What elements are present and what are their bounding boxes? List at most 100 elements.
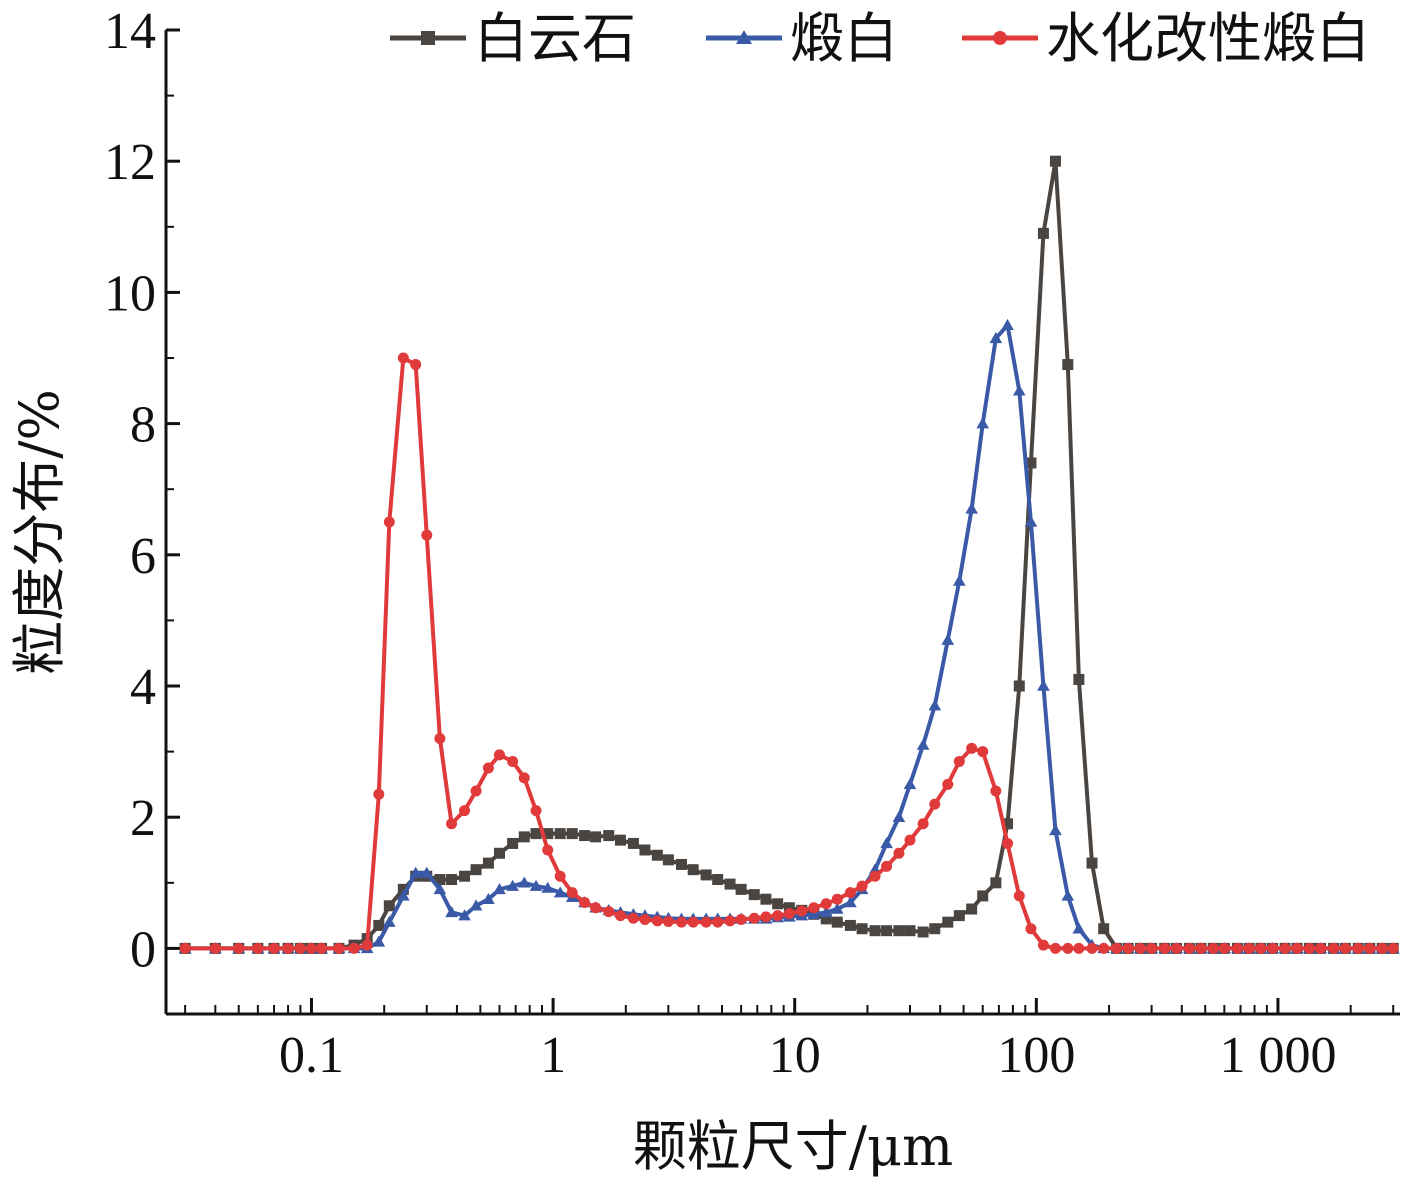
data-point xyxy=(844,896,857,908)
data-point xyxy=(1037,227,1049,239)
data-point xyxy=(233,942,245,954)
data-point xyxy=(830,902,844,914)
data-point xyxy=(1086,942,1098,954)
data-point xyxy=(893,847,905,859)
data-point xyxy=(772,898,784,910)
data-point xyxy=(735,914,747,926)
data-point xyxy=(603,830,615,842)
data-point xyxy=(518,831,530,843)
data-point xyxy=(993,31,1007,45)
series-2 xyxy=(178,318,1400,954)
data-point xyxy=(928,699,942,711)
data-point xyxy=(470,864,482,876)
y-tick-label: 2 xyxy=(130,790,156,847)
x-tick-label: 10 xyxy=(769,1027,821,1084)
data-point xyxy=(869,925,881,937)
y-axis-title: 粒度分布/% xyxy=(8,389,71,675)
data-point xyxy=(760,911,772,923)
data-point xyxy=(687,916,699,928)
data-point xyxy=(493,847,505,859)
data-point xyxy=(348,942,360,954)
data-point xyxy=(373,788,385,800)
axes: 0 2 4 6 8 10 12 14 0.1 1 10 100 1 000 xyxy=(104,3,1400,1084)
data-point xyxy=(409,866,423,878)
data-point xyxy=(807,907,821,920)
data-point xyxy=(252,942,264,954)
data-point xyxy=(783,908,795,920)
data-point xyxy=(819,905,833,918)
data-point xyxy=(482,762,494,774)
x-tick-label: 1 xyxy=(540,1027,566,1084)
data-point xyxy=(1025,923,1037,935)
data-point xyxy=(614,910,626,922)
data-point xyxy=(1049,823,1062,836)
data-point xyxy=(518,772,530,784)
data-point xyxy=(1376,942,1388,954)
data-point xyxy=(530,805,542,817)
data-point xyxy=(965,502,978,514)
data-point xyxy=(724,915,736,927)
data-point xyxy=(953,755,965,767)
data-point xyxy=(700,916,712,928)
legend-item: 水化改性煅白 xyxy=(962,7,1370,70)
data-point xyxy=(1062,359,1074,371)
data-point xyxy=(333,942,345,954)
data-point xyxy=(482,892,495,904)
data-point xyxy=(627,912,639,924)
data-point xyxy=(579,896,591,908)
data-point xyxy=(904,925,916,937)
data-point xyxy=(1037,939,1049,951)
data-point xyxy=(712,874,724,886)
data-point xyxy=(383,900,395,912)
data-point xyxy=(942,778,954,790)
data-point xyxy=(627,837,639,849)
data-point xyxy=(989,331,1003,344)
data-point xyxy=(881,925,893,937)
data-point xyxy=(397,352,409,364)
data-point xyxy=(808,902,820,914)
y-tick-label: 10 xyxy=(104,265,156,322)
x-tick-label: 1 000 xyxy=(1219,1027,1336,1084)
series-line xyxy=(185,323,1394,951)
data-point xyxy=(482,857,494,869)
data-point xyxy=(929,798,941,810)
data-point xyxy=(748,912,760,924)
data-point xyxy=(397,883,409,895)
data-point xyxy=(1303,942,1315,954)
data-point xyxy=(1111,942,1123,954)
data-point xyxy=(1267,942,1279,954)
data-point xyxy=(941,633,955,645)
data-point xyxy=(712,916,724,928)
data-point xyxy=(1024,515,1038,527)
data-point xyxy=(1073,673,1085,685)
y-tick-label: 14 xyxy=(104,3,156,60)
data-point xyxy=(748,889,760,901)
data-point xyxy=(1025,457,1037,469)
data-point xyxy=(735,29,753,45)
data-point xyxy=(724,878,736,890)
legend-label: 白云石 xyxy=(474,7,636,70)
data-point xyxy=(966,742,978,754)
data-point xyxy=(651,915,663,927)
data-point xyxy=(1098,942,1110,954)
data-point xyxy=(651,849,663,861)
data-point xyxy=(554,870,566,882)
data-point xyxy=(1352,942,1364,954)
data-point xyxy=(421,31,435,45)
data-point xyxy=(1002,818,1014,830)
data-point xyxy=(1255,942,1267,954)
y-tick-label: 8 xyxy=(130,397,156,454)
y-tick-label: 12 xyxy=(104,134,156,191)
x-tick-label: 0.1 xyxy=(279,1027,344,1084)
data-point xyxy=(929,923,941,935)
data-point xyxy=(397,889,410,901)
data-point xyxy=(553,886,567,898)
data-point xyxy=(1231,942,1243,954)
data-point xyxy=(566,887,578,899)
data-point xyxy=(530,828,542,840)
data-point xyxy=(662,916,674,928)
data-point xyxy=(1037,679,1050,691)
data-point xyxy=(953,910,965,922)
data-point xyxy=(1314,942,1326,954)
data-point xyxy=(820,913,832,925)
